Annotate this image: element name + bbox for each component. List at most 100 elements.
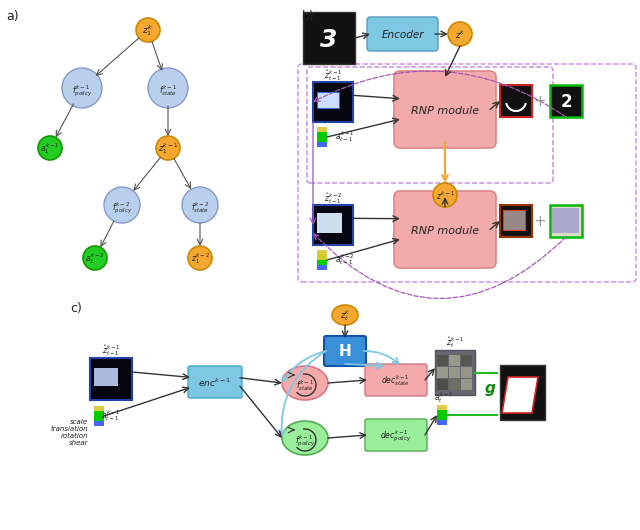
Text: $f^{k-1}_{state}$: $f^{k-1}_{state}$ [159, 84, 177, 99]
FancyBboxPatch shape [324, 336, 366, 366]
FancyBboxPatch shape [394, 71, 496, 148]
Text: +: + [534, 93, 547, 109]
Text: b): b) [302, 10, 315, 23]
Bar [317, 132, 327, 137]
Bar [317, 255, 327, 260]
Text: $z^{k-1}$: $z^{k-1}$ [436, 190, 454, 202]
Text: $dec^{k-1}_{state}$: $dec^{k-1}_{state}$ [381, 374, 410, 388]
Text: $f^{k-1}_{policy}$: $f^{k-1}_{policy}$ [295, 433, 316, 449]
Text: scale
translation
rotation
shear: scale translation rotation shear [51, 419, 88, 446]
Bar [461, 379, 472, 390]
FancyBboxPatch shape [365, 419, 427, 451]
Bar [437, 367, 448, 378]
Bar [94, 411, 104, 416]
Bar [500, 365, 545, 420]
Bar [500, 85, 532, 117]
Text: $a_1^{k-2}$: $a_1^{k-2}$ [85, 252, 105, 267]
Text: $\hat{z}^{k-1}_{t-1}$: $\hat{z}^{k-1}_{t-1}$ [102, 343, 120, 358]
Text: $a^{k-1}_{t-1}$: $a^{k-1}_{t-1}$ [101, 409, 121, 423]
FancyBboxPatch shape [365, 364, 427, 396]
Circle shape [448, 22, 472, 46]
Bar [437, 410, 447, 415]
Bar [435, 350, 475, 395]
FancyBboxPatch shape [188, 366, 242, 398]
Bar [90, 358, 132, 400]
Text: $\hat{z}^{k-2}_{t-1}$: $\hat{z}^{k-2}_{t-1}$ [324, 191, 342, 207]
Text: $z^k_t$: $z^k_t$ [340, 308, 350, 323]
Text: a): a) [6, 10, 19, 23]
Bar [303, 12, 355, 64]
Circle shape [83, 246, 107, 270]
Text: $\hat{z}^{k-1}_t$: $\hat{z}^{k-1}_t$ [445, 335, 464, 350]
Text: Encoder: Encoder [381, 30, 424, 40]
Ellipse shape [282, 421, 328, 455]
Text: RNP module: RNP module [411, 225, 479, 235]
Text: $\hat{z}^{k-1}_{t-1}$: $\hat{z}^{k-1}_{t-1}$ [324, 68, 342, 84]
Text: $enc^{k-1}$: $enc^{k-1}$ [198, 377, 232, 389]
Bar [437, 415, 447, 420]
Bar [437, 355, 448, 366]
Text: g: g [484, 381, 495, 395]
Text: $a^{k-1}_{t-1}$: $a^{k-1}_{t-1}$ [335, 129, 355, 145]
Text: $a^{k-2}_{t-1}$: $a^{k-2}_{t-1}$ [335, 253, 355, 268]
Bar [317, 250, 327, 255]
Text: $f^{k-1}_{policy}$: $f^{k-1}_{policy}$ [72, 83, 92, 99]
Text: 2: 2 [560, 93, 572, 111]
Circle shape [433, 183, 457, 207]
Bar [317, 137, 327, 142]
Ellipse shape [62, 68, 102, 108]
Bar [94, 421, 104, 426]
Text: RNP module: RNP module [411, 105, 479, 116]
Bar [503, 210, 525, 230]
Bar [449, 379, 460, 390]
Ellipse shape [332, 305, 358, 325]
Text: $z_1^k$: $z_1^k$ [143, 23, 154, 39]
Bar [317, 142, 327, 147]
Bar [437, 420, 447, 425]
Bar [94, 368, 118, 386]
Text: $f^{k-2}_{policy}$: $f^{k-2}_{policy}$ [112, 200, 132, 216]
Ellipse shape [182, 187, 218, 223]
FancyBboxPatch shape [367, 17, 438, 51]
Polygon shape [502, 377, 538, 413]
Bar [317, 213, 342, 233]
Circle shape [136, 18, 160, 42]
Text: $a^{k-1}_t$: $a^{k-1}_t$ [434, 391, 454, 405]
Text: H: H [339, 344, 351, 359]
Bar [500, 205, 532, 237]
Bar [461, 367, 472, 378]
Ellipse shape [282, 366, 328, 400]
Bar [94, 406, 104, 411]
Circle shape [156, 136, 180, 160]
Text: 3: 3 [320, 28, 338, 52]
Text: c): c) [70, 302, 82, 315]
Bar [461, 355, 472, 366]
Bar [550, 205, 582, 237]
Text: $f^{k-1}_{state}$: $f^{k-1}_{state}$ [296, 378, 314, 393]
Bar [317, 260, 327, 265]
Text: +: + [534, 214, 547, 228]
Bar [550, 85, 582, 117]
Text: $z^k$: $z^k$ [455, 29, 465, 41]
Bar [313, 82, 353, 122]
Text: $z_1^{k-1}$: $z_1^{k-1}$ [157, 142, 179, 156]
Bar [313, 205, 353, 245]
Bar [437, 379, 448, 390]
Circle shape [38, 136, 62, 160]
Bar [317, 127, 327, 132]
Text: $a_1^{k-1}$: $a_1^{k-1}$ [40, 142, 60, 156]
Bar [437, 405, 447, 410]
FancyBboxPatch shape [394, 191, 496, 268]
Text: $f^{k-2}_{state}$: $f^{k-2}_{state}$ [191, 200, 209, 216]
Circle shape [188, 246, 212, 270]
Text: $z_1^{k-2}$: $z_1^{k-2}$ [191, 252, 209, 267]
Bar [552, 208, 579, 233]
Bar [449, 355, 460, 366]
Bar [317, 92, 339, 108]
Bar [449, 367, 460, 378]
Ellipse shape [104, 187, 140, 223]
Text: $dec^{k-1}_{policy}$: $dec^{k-1}_{policy}$ [380, 428, 412, 444]
Bar [317, 265, 327, 270]
Bar [94, 416, 104, 421]
Ellipse shape [148, 68, 188, 108]
